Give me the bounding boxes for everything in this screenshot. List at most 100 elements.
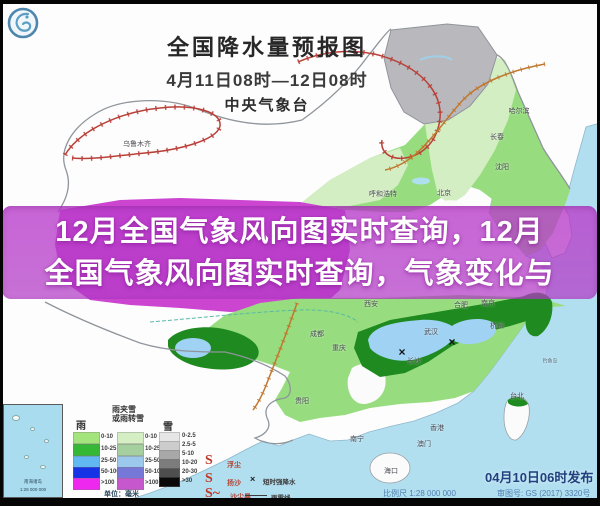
- legend-sleet-title: 雨夹雪 或雨转雪: [112, 405, 144, 423]
- snow-region-lake: [419, 55, 453, 61]
- legend-range: 2.5-5: [182, 442, 196, 448]
- island-label: 钓鱼岛: [542, 358, 558, 365]
- city-label: 合肥: [454, 302, 468, 309]
- x-symbol-label: 短时强降水: [263, 479, 296, 486]
- legend-range: 25-50: [101, 458, 117, 464]
- legend-range: 25-50: [145, 458, 161, 464]
- city-label: 台北: [510, 393, 524, 400]
- storm-x-mark: ×: [448, 335, 456, 349]
- inset-island: [30, 427, 35, 431]
- legend-range: 20-30: [182, 469, 198, 475]
- map-header: 全国降水量预报图 4月11日08时—12日08时 中央气象台: [117, 30, 417, 115]
- x-symbol: ×: [250, 474, 256, 484]
- inset-island: [12, 415, 20, 421]
- frame-bar-right: [597, 0, 600, 506]
- frame-bar-bottom: [0, 498, 600, 506]
- legend-range: >30: [182, 478, 193, 484]
- warm-front-central: [251, 302, 300, 412]
- warm-front-northeast: [384, 61, 546, 173]
- banner-line-1: 12月全国气象风向图实时查询，12月: [55, 215, 544, 248]
- overlay-banner: 12月全国气象风向图实时查询，12月 全国气象风向图实时查询，气象变化与: [2, 206, 597, 299]
- city-label: 呼和浩特: [369, 191, 397, 198]
- legend-snow-title: 雪: [163, 422, 173, 433]
- city-label: 杭州: [490, 323, 504, 330]
- sandstorm-symbol: S~: [205, 486, 221, 501]
- heavy-rain-blob-west-blue: [175, 338, 211, 358]
- map-approval-number: 审图号: GS (2017) 3320号: [497, 489, 591, 498]
- city-label: 澳门: [417, 441, 431, 448]
- legend-range: 50-100: [101, 469, 120, 475]
- sand-label: 扬沙: [227, 480, 241, 487]
- legend-swatch: [117, 444, 144, 456]
- map-agency: 中央气象台: [224, 97, 310, 114]
- banner-line-2: 全国气象风向图实时查询，气象变化与: [44, 257, 555, 290]
- legend-range: 0-10: [145, 434, 158, 440]
- sand-symbol: S: [205, 471, 213, 486]
- legend-range: 10-25: [101, 446, 117, 452]
- map-title: 全国降水量预报图: [166, 35, 367, 60]
- legend-swatch: [73, 444, 100, 456]
- hainan-island: [369, 452, 411, 484]
- publish-time: 04月10日06时发布: [485, 470, 594, 485]
- border-west: [57, 99, 303, 213]
- legend-range: 10-25: [145, 446, 161, 452]
- city-label: 北京: [437, 190, 451, 197]
- snow-region-xinjiang: [383, 23, 498, 125]
- legend-range: 10-20: [182, 460, 198, 466]
- frame-bar-top: [0, 0, 600, 4]
- city-label: 重庆: [332, 345, 346, 352]
- dust-symbol: S: [205, 453, 213, 468]
- legend-unit: 单位：毫米: [104, 491, 139, 498]
- heavy-rain-blue-core: [368, 319, 497, 361]
- south-china-sea-inset: 南海诸岛 1:28 000 000: [3, 404, 63, 498]
- lake-patch: [412, 177, 430, 185]
- legend-range: >100: [101, 480, 115, 486]
- legend-rain-title: 雨: [76, 421, 86, 432]
- heavy-rain-blob-west: [168, 327, 259, 370]
- inset-island: [24, 455, 29, 459]
- city-label: 成都: [310, 331, 324, 338]
- legend-sleet-title-line1: 雨夹雪: [112, 405, 136, 414]
- taiwan-rain-tip: [508, 396, 528, 407]
- city-label: 海口: [384, 468, 398, 475]
- legend-range: 50-100: [145, 469, 164, 475]
- legend-swatch: [117, 432, 144, 444]
- city-label: 武汉: [424, 329, 438, 336]
- border-northeast: [301, 28, 571, 190]
- legend-range: 0-10: [101, 434, 114, 440]
- city-label: 贵阳: [295, 398, 309, 405]
- city-label: 乌鲁木齐: [123, 141, 151, 148]
- inset-label: 南海诸岛: [23, 479, 42, 485]
- sandstorm-label: 沙尘暴: [230, 492, 251, 502]
- border-southwest: [44, 301, 294, 445]
- inset-scale: 1:28 000 000: [19, 487, 47, 493]
- frame-bar-left: [0, 0, 3, 506]
- rain-snow-boundary-line: [149, 309, 359, 323]
- dust-label: 浮尘: [227, 462, 241, 469]
- cold-front-west: [62, 104, 223, 162]
- cold-front-north: [296, 49, 443, 161]
- legend-range: 0-2.5: [182, 433, 196, 439]
- city-label: 西安: [364, 301, 378, 308]
- legend-range: >100: [145, 480, 159, 486]
- legend-range: 5-10: [182, 451, 195, 457]
- legend-swatch: [159, 477, 180, 487]
- city-label: 南宁: [350, 436, 364, 443]
- storm-x-mark: ×: [398, 345, 406, 359]
- city-label: 香港: [430, 425, 444, 432]
- cma-logo-icon: [6, 6, 40, 40]
- map-date-range: 4月11日08时—12日08时: [166, 71, 368, 90]
- heavy-rain-coastal: [524, 292, 553, 337]
- city-label: 长春: [490, 134, 504, 141]
- rain-region-pale-west: [295, 148, 408, 209]
- inset-island: [44, 439, 49, 443]
- rain-region-pale-band: [425, 58, 516, 205]
- inset-island: [40, 465, 46, 469]
- city-label: 长沙: [407, 358, 421, 365]
- city-label: 南京: [481, 300, 495, 307]
- boundary-line-symbol: [245, 495, 267, 496]
- map-scale-text: 比例尺 1:28 000 000: [383, 489, 456, 498]
- city-label: 哈尔滨: [508, 108, 530, 115]
